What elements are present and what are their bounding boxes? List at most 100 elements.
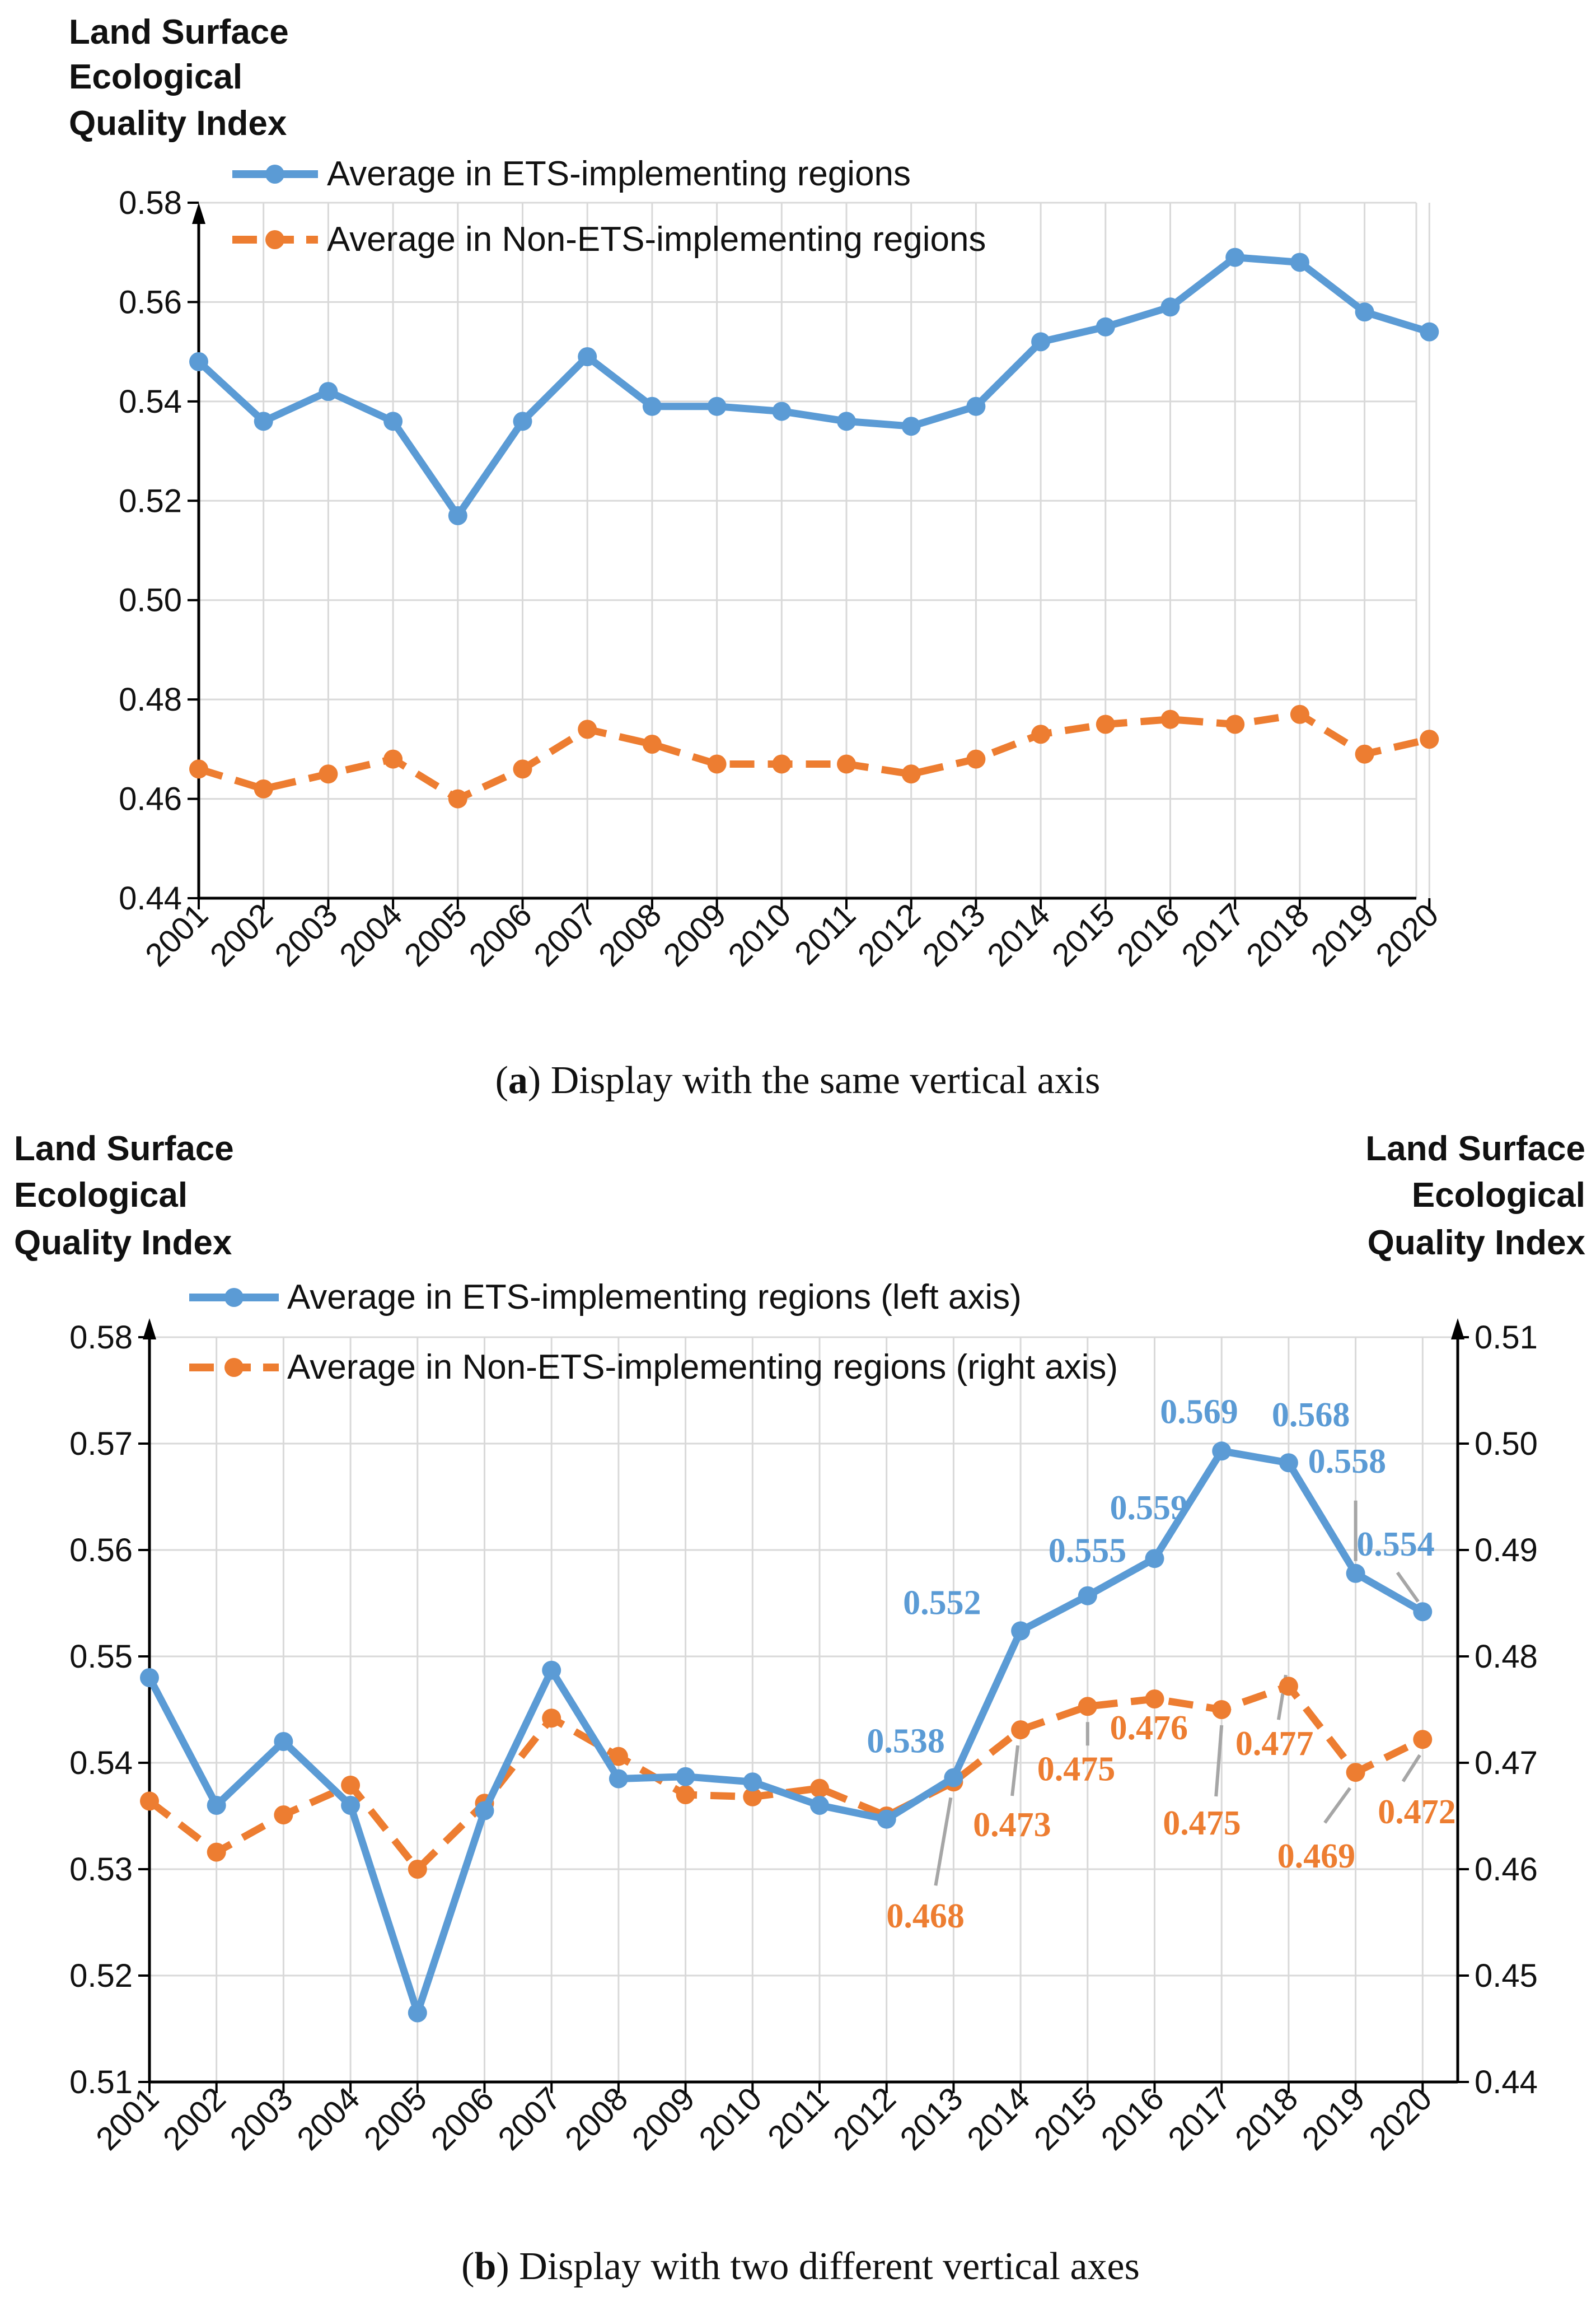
panel-a-x-tick-label: 2018 [1239,897,1316,973]
panel-a-non-ets-point [966,749,986,769]
panel-a-ets-point [966,396,986,416]
panel-b-non-ets-point [1011,1720,1031,1740]
panel-b-ets-label-leader [1396,1571,1420,1603]
panel-a-ets-point [1160,297,1180,317]
panel-b-right-y-tick-label: 0.50 [1475,1426,1538,1462]
panel-b-ets-point [1212,1441,1232,1461]
panel-b-non-ets-data-label: 0.475 [1163,1804,1241,1842]
panel-b-non-ets-point [408,1860,427,1879]
panel-b-ets-point [676,1767,695,1786]
panel-a-legend: Average in ETS-implementing regions Aver… [232,155,986,259]
panel-a-non-ets-point [513,759,532,779]
panel-a-non-ets-point [254,779,273,799]
panel-b-right-y-tick-label: 0.51 [1475,1319,1538,1356]
panel-b-non-ets-label-leader [1323,1787,1352,1824]
panel-a-non-ets-point [837,754,856,774]
panel-a-x-tick-label: 2014 [980,897,1057,973]
panel-b-ets-point [408,2003,427,2023]
panel-a-non-ets-point [1420,730,1439,749]
panel-b-ets-point [1145,1549,1164,1568]
panel-a-y-tick-label: 0.56 [119,284,182,320]
panel-b-non-ets-label-leader [1214,1725,1224,1797]
panel-a-ets-point [578,347,597,367]
panel-b-ets-data-label: 0.558 [1308,1442,1387,1481]
panel-a-non-ets-point [1096,715,1115,734]
panel-b-left-ylabel-line-1: Land Surface [14,1129,234,1168]
panel-b-left-ylabel-line-2: Ecological [14,1176,188,1215]
panel-b-x-tick-label: 2009 [625,2080,702,2157]
panel-a-non-ets-point [901,764,921,784]
panel-a-non-ets-point [448,789,467,809]
panel-b-x-tick-label: 2020 [1362,2080,1439,2157]
panel-a-ets-point [319,382,338,401]
panel-b-left-y-tick-label: 0.51 [69,2064,133,2100]
panel-a-ets-point [707,396,727,416]
panel-a-caption: (a) Display with the same vertical axis [495,1059,1101,1102]
panel-b-left-y-tick-label: 0.54 [69,1745,133,1781]
panel-b-x-tick-label: 2007 [491,2080,568,2157]
panel-b-non-ets-point [609,1747,628,1766]
panel-a-x-tick-label: 2009 [657,897,733,973]
panel-b-x-tick-label: 2004 [290,2080,367,2157]
panel-a-x-tick-label: 2020 [1369,897,1445,973]
panel-a-x-tick-label: 2004 [333,897,409,973]
panel-a-x-tick-label: 2005 [397,897,474,973]
panel-b-left-axis-arrow-icon [143,1318,156,1339]
panel-b-x-ticks: 2001200220032004200520062007200820092010… [89,2080,1439,2157]
panel-b-non-ets-point [676,1785,695,1804]
panel-a-x-tick-label: 2010 [721,897,798,973]
panel-a-non-ets-point [1031,725,1051,744]
panel-a-x-tick-label: 2006 [462,897,539,973]
panel-b-non-ets-data-label: 0.473 [973,1806,1051,1844]
panel-b-non-ets-point [810,1778,829,1798]
panel-a-ets-point [1355,302,1374,322]
panel-a-x-ticks: 2001200220032004200520062007200820092010… [138,897,1446,973]
panel-a-y-tick-label: 0.48 [119,681,182,718]
panel-a-ets-point [1031,332,1051,352]
panel-a-non-ets-point [1290,704,1309,724]
panel-b-ets-point [1279,1453,1298,1473]
panel-a-non-ets-point [319,764,338,784]
panel-b-right-ylabel-line-1: Land Surface [1365,1129,1585,1168]
panel-a-ets-point [1290,253,1309,272]
panel-b-right-y-tick-label: 0.48 [1475,1638,1538,1675]
panel-a-ets-point [1225,248,1245,267]
panel-a-y-axis-arrow-icon [192,203,205,224]
panel-a-ets-line [196,254,1431,520]
panel-b-x-tick-label: 2017 [1161,2080,1238,2157]
panel-a-x-tick-label: 2019 [1304,897,1381,973]
panel-b-non-ets-point [1279,1677,1298,1696]
panel-b-non-ets-line [147,1682,1425,1873]
panel-a-y-tick-label: 0.54 [119,384,182,420]
panel-a-non-ets-point [1355,744,1374,764]
panel-b-ets-data-label: 0.568 [1272,1396,1350,1434]
panel-a-ets-point [901,417,921,436]
panel-b-x-tick-label: 2019 [1295,2080,1372,2157]
panel-a-non-ets-point [189,759,208,779]
panel-a-gridlines [199,202,1430,898]
panel-a-ylabel-line-3: Quality Index [69,104,287,143]
panel-b-left-y-tick-label: 0.56 [69,1532,133,1568]
panel-b-non-ets-label-leader [1010,1745,1020,1796]
panel-a-x-tick-label: 2002 [203,897,280,973]
panel-b-x-tick-label: 2011 [761,2080,836,2155]
panel-a-non-ets-point [383,749,403,769]
panel-b-ets-point [341,1796,361,1815]
panel-a-x-tick-label: 2003 [268,897,344,973]
panel-b-left-y-tick-label: 0.57 [69,1426,133,1462]
panel-a-non-ets-point [642,734,662,754]
panel-b-ets-point [944,1768,963,1787]
panel-b-ets-point [542,1660,561,1680]
panel-b-ets-data-label: 0.552 [903,1584,981,1622]
panel-b-ets-point [1413,1602,1433,1622]
legend-non-ets-icon [232,230,318,249]
panel-a-ets-point [513,412,532,431]
panel-b-caption: (b) Display with two different vertical … [461,2245,1140,2288]
panel-b-right-ylabel-line-3: Quality Index [1368,1224,1586,1262]
panel-b-non-ets-data-label: 0.476 [1110,1709,1188,1747]
panel-b-non-ets-point [274,1805,293,1825]
panel-b-right-y-tick-label: 0.44 [1475,2064,1538,2100]
panel-b-non-ets-label-leader [934,1797,953,1886]
panel-a-series-ets [189,248,1439,525]
